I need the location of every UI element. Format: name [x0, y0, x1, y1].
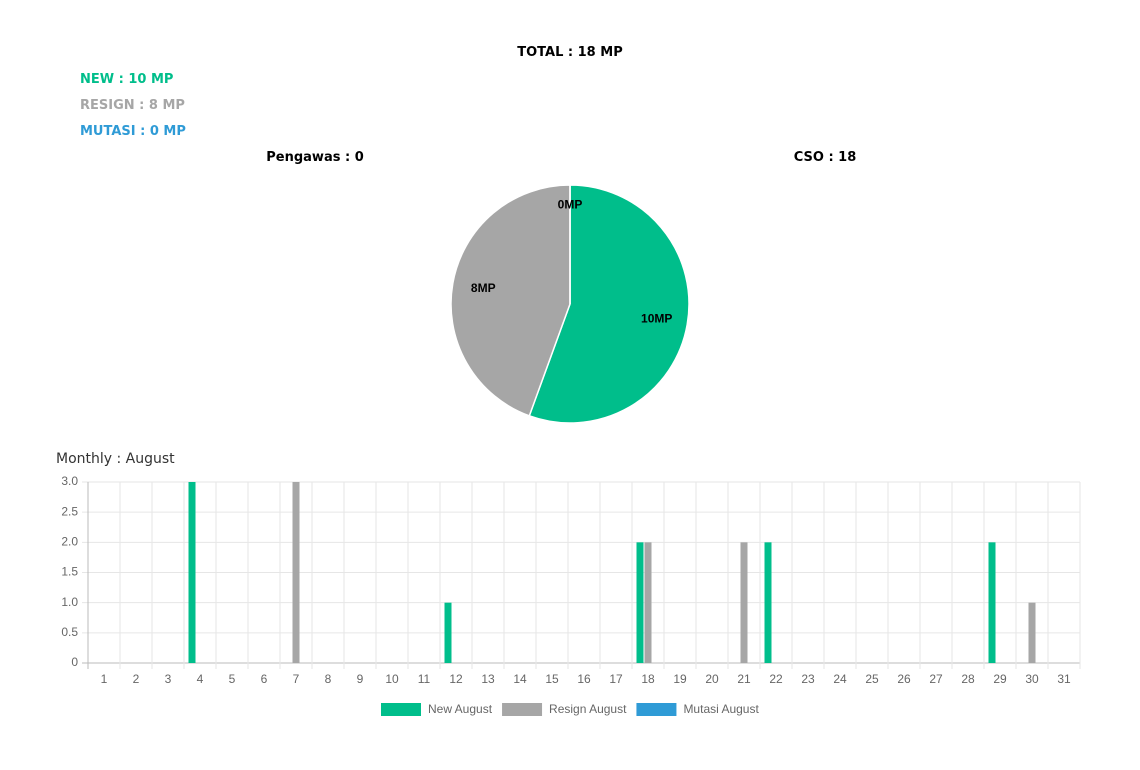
bar — [644, 542, 652, 663]
y-tick-label: 2.0 — [61, 535, 78, 549]
legend-label: New August — [428, 702, 493, 716]
pie-label: 0MP — [558, 197, 583, 211]
chart-title: Monthly : August — [56, 451, 175, 467]
x-tick-label: 25 — [865, 672, 879, 686]
x-tick-label: 16 — [577, 672, 591, 686]
bar — [636, 542, 644, 663]
y-tick-label: 2.5 — [61, 504, 78, 518]
x-tick-label: 20 — [705, 672, 719, 686]
x-tick-label: 27 — [929, 672, 943, 686]
resign-label: RESIGN : 8 MP — [80, 98, 185, 113]
bar — [764, 542, 772, 663]
x-tick-label: 9 — [357, 672, 364, 686]
bar — [188, 482, 196, 663]
new-label: NEW : 10 MP — [80, 72, 174, 87]
x-tick-label: 30 — [1025, 672, 1039, 686]
x-tick-label: 7 — [293, 672, 300, 686]
y-tick-label: 0 — [71, 655, 78, 669]
y-tick-label: 0.5 — [61, 625, 78, 639]
mutasi-label: MUTASI : 0 MP — [80, 124, 186, 139]
bar — [1028, 602, 1036, 663]
x-tick-label: 26 — [897, 672, 911, 686]
x-tick-label: 17 — [609, 672, 623, 686]
legend-swatch — [636, 703, 677, 716]
x-tick-label: 15 — [545, 672, 559, 686]
pie-slice — [528, 184, 690, 424]
x-tick-label: 2 — [133, 672, 140, 686]
bar — [444, 602, 452, 663]
legend-swatch — [381, 703, 421, 716]
y-tick-label: 1.0 — [61, 595, 78, 609]
x-tick-label: 29 — [993, 672, 1007, 686]
x-tick-label: 21 — [737, 672, 751, 686]
y-tick-label: 1.5 — [61, 565, 78, 579]
pie-label: 8MP — [471, 281, 496, 295]
pie-label: 10MP — [641, 311, 672, 325]
legend-swatch — [502, 703, 543, 716]
x-tick-label: 14 — [513, 672, 527, 686]
x-tick-label: 23 — [801, 672, 815, 686]
bar — [988, 542, 996, 663]
bar — [292, 482, 300, 663]
x-tick-label: 22 — [769, 672, 783, 686]
x-tick-label: 6 — [261, 672, 268, 686]
x-tick-label: 31 — [1057, 672, 1071, 686]
x-tick-label: 11 — [418, 672, 431, 686]
x-tick-label: 28 — [961, 672, 975, 686]
bar — [740, 542, 748, 663]
x-tick-label: 1 — [101, 672, 108, 686]
x-tick-label: 3 — [165, 672, 172, 686]
legend-label: Mutasi August — [683, 702, 759, 716]
x-tick-label: 8 — [325, 672, 332, 686]
total-label: TOTAL : 18 MP — [517, 45, 623, 60]
pie-slice — [450, 184, 571, 417]
x-tick-label: 12 — [449, 672, 463, 686]
x-tick-label: 13 — [481, 672, 495, 686]
x-tick-label: 10 — [385, 672, 399, 686]
y-tick-label: 3.0 — [61, 474, 78, 488]
x-tick-label: 4 — [197, 672, 204, 686]
pengawas-label: Pengawas : 0 — [266, 150, 364, 165]
x-tick-label: 19 — [673, 672, 687, 686]
x-tick-label: 5 — [229, 672, 236, 686]
x-tick-label: 18 — [641, 672, 655, 686]
legend-label: Resign August — [549, 702, 627, 716]
x-tick-label: 24 — [833, 672, 847, 686]
cso-label: CSO : 18 — [793, 150, 857, 165]
